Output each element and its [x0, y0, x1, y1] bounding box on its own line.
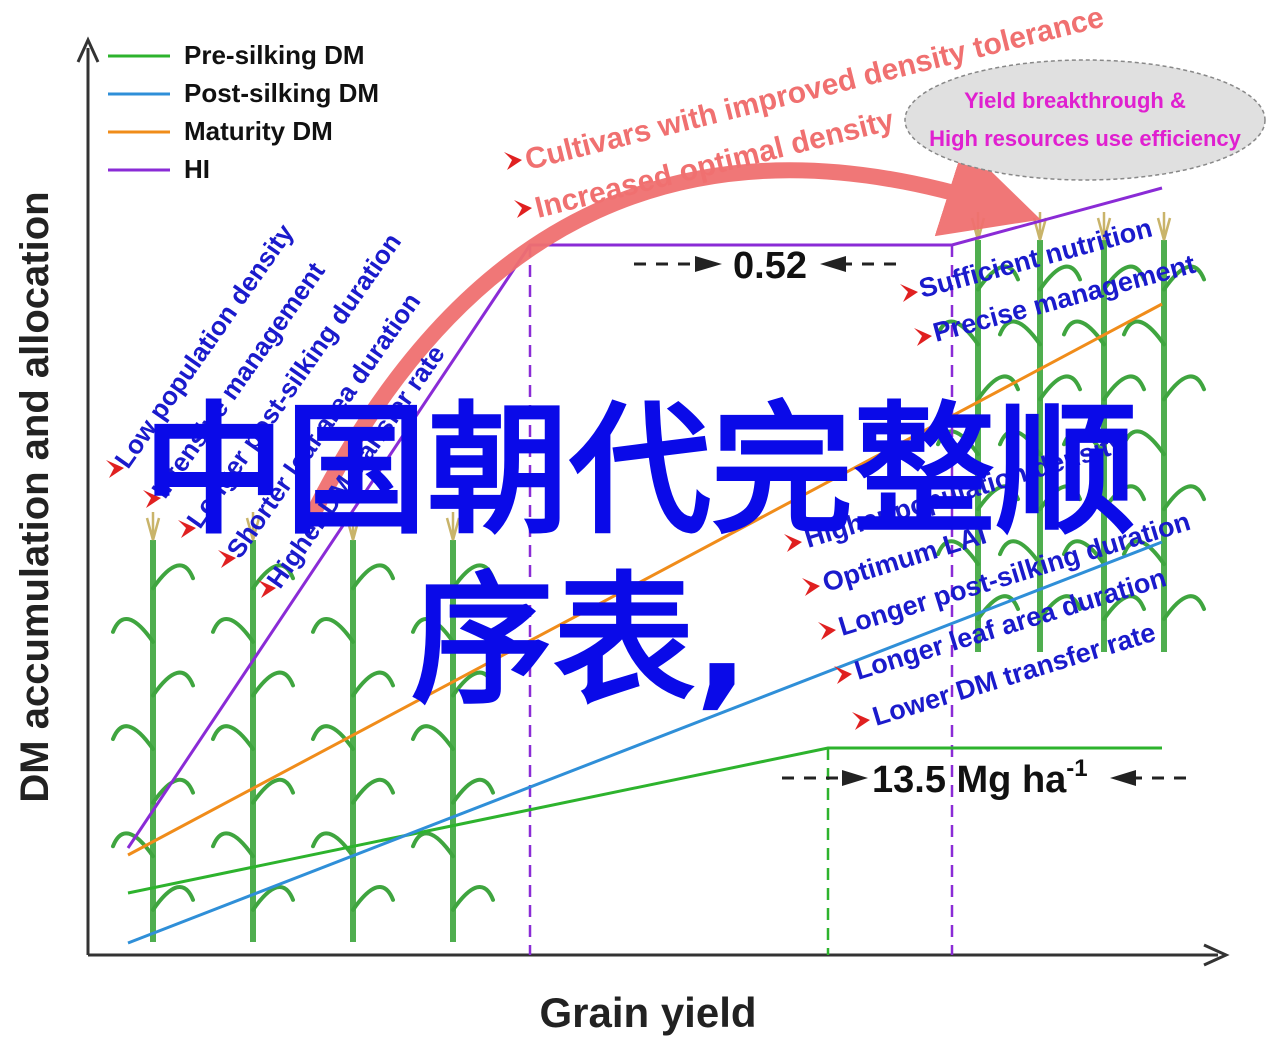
left-factor-marker-3: [218, 550, 236, 568]
corn-plants: [111, 212, 1206, 942]
yield-gap-value: 13.5 Mg ha-1: [872, 755, 1088, 801]
left-factor-marker-2: [178, 520, 196, 538]
axes: [76, 36, 1230, 967]
yield-gap-main: 13.5 Mg ha: [872, 759, 1067, 801]
watermark: 中国朝代完整顺 序表,: [143, 389, 1137, 724]
y-axis-label: DM accumulation and allocation: [13, 191, 57, 802]
legend-label-post: Post-silking DM: [184, 78, 379, 108]
yield-gap-annotation: 13.5 Mg ha-1: [782, 755, 1196, 801]
watermark-line2: 序表,: [411, 559, 749, 724]
improvement-arrow: [302, 144, 1041, 528]
corn-plant-2: [311, 512, 395, 942]
legend-label-maturity: Maturity DM: [184, 116, 333, 146]
legend-label-hi: HI: [184, 154, 210, 184]
left-factor-marker-1: [143, 490, 161, 508]
series-pre-silking-dm: [127, 746, 1162, 895]
right-top-factor-marker-1: [914, 328, 932, 346]
series-hi: [126, 186, 1163, 849]
curve-marker-top: [504, 152, 522, 170]
yield-gap-sup: -1: [1066, 755, 1087, 782]
corn-plant-7: [1122, 212, 1206, 652]
y-axis-arrowhead: [76, 36, 100, 63]
reference-lines: [528, 245, 954, 955]
x-axis-label: Grain yield: [539, 989, 756, 1036]
hi-gap-value: 0.52: [733, 245, 807, 287]
ellipse-line2: High resources use efficiency: [929, 126, 1242, 151]
breakthrough-ellipse: Yield breakthrough & High resources use …: [904, 59, 1266, 181]
left-factor-marker-4: [258, 580, 276, 598]
corn-plant-0: [111, 512, 195, 942]
right-factor-marker-3: [834, 666, 852, 684]
right-top-factor-marker-0: [900, 284, 918, 302]
corn-plant-3: [411, 512, 495, 942]
series-maturity-dm: [127, 302, 1163, 857]
series-lines: [126, 186, 1163, 945]
series-post-silking-dm: [127, 540, 1163, 945]
corn-plant-5: [998, 212, 1082, 652]
x-axis-arrowhead: [1203, 943, 1230, 967]
corn-plant-1: [211, 512, 295, 942]
legend: Pre-silking DM Post-silking DM Maturity …: [108, 40, 379, 184]
legend-label-pre: Pre-silking DM: [184, 40, 365, 70]
right-factor-marker-2: [818, 622, 836, 640]
right-factor-marker-1: [802, 578, 820, 596]
hi-gap-annotation: 0.52: [634, 245, 906, 287]
right-factor-marker-0: [784, 534, 802, 552]
ellipse-line1: Yield breakthrough &: [964, 88, 1186, 113]
left-factor-marker-0: [106, 460, 124, 478]
right-factor-marker-4: [852, 712, 870, 730]
curve-marker-bottom: [514, 200, 532, 218]
watermark-line1: 中国朝代完整顺: [143, 389, 1137, 554]
